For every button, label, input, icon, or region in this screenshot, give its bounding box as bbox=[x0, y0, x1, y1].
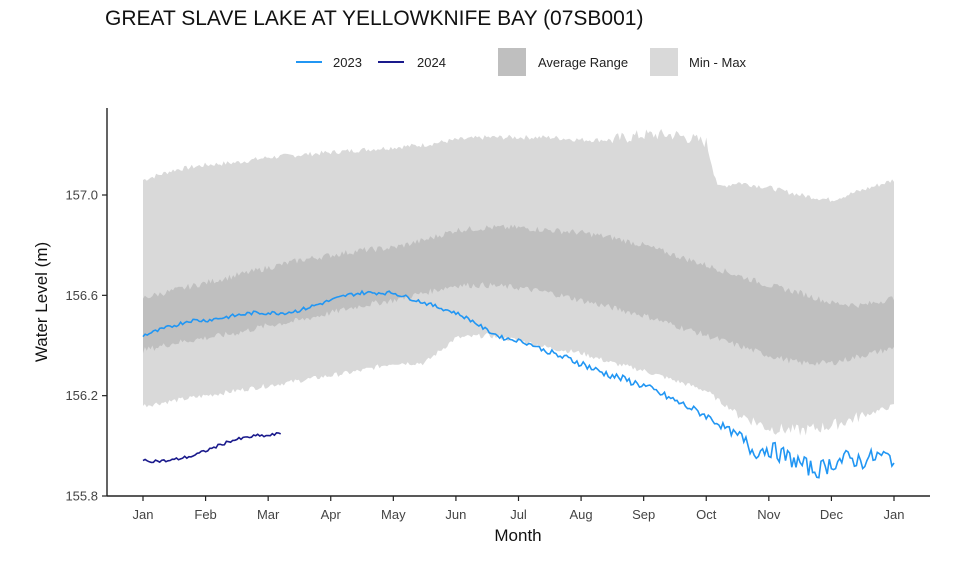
x-tick-label: May bbox=[381, 507, 406, 522]
legend-swatch-average-range bbox=[498, 48, 526, 76]
legend-label-2023: 2023 bbox=[333, 55, 362, 70]
x-tick-label: Jan bbox=[884, 507, 905, 522]
x-tick-label: Aug bbox=[570, 507, 593, 522]
x-tick-label: Sep bbox=[632, 507, 655, 522]
legend-label-2024: 2024 bbox=[417, 55, 446, 70]
x-tick-label: Feb bbox=[194, 507, 216, 522]
y-axis-ticks: 155.8 156.2 156.6 157.0 bbox=[65, 188, 107, 504]
y-axis-title: Water Level (m) bbox=[32, 242, 51, 362]
x-axis-ticks: Jan Feb Mar Apr May Jun Jul Aug Sep Oct Nov Dec Jan bbox=[133, 496, 905, 522]
x-tick-label: Jun bbox=[445, 507, 466, 522]
y-tick-label: 157.0 bbox=[65, 188, 98, 203]
x-axis-title: Month bbox=[494, 526, 541, 545]
series-line-2024 bbox=[142, 431, 282, 464]
chart-title: GREAT SLAVE LAKE AT YELLOWKNIFE BAY (07S… bbox=[105, 7, 643, 30]
legend-label-average-range: Average Range bbox=[538, 55, 628, 70]
legend: 2023 2024 Average Range Min - Max bbox=[296, 48, 747, 76]
x-tick-label: Dec bbox=[820, 507, 844, 522]
y-tick-label: 156.2 bbox=[65, 388, 98, 403]
x-tick-label: Mar bbox=[257, 507, 280, 522]
x-tick-label: Nov bbox=[757, 507, 781, 522]
average-range-band bbox=[143, 224, 894, 366]
y-tick-label: 156.6 bbox=[65, 288, 98, 303]
legend-swatch-min-max bbox=[650, 48, 678, 76]
y-tick-label: 155.8 bbox=[65, 489, 98, 504]
legend-label-min-max: Min - Max bbox=[689, 55, 747, 70]
x-tick-label: Apr bbox=[321, 507, 342, 522]
x-tick-label: Jul bbox=[510, 507, 527, 522]
series-line-2023 bbox=[142, 289, 895, 479]
x-tick-label: Jan bbox=[133, 507, 154, 522]
x-tick-label: Oct bbox=[696, 507, 717, 522]
plot-area bbox=[142, 129, 895, 479]
